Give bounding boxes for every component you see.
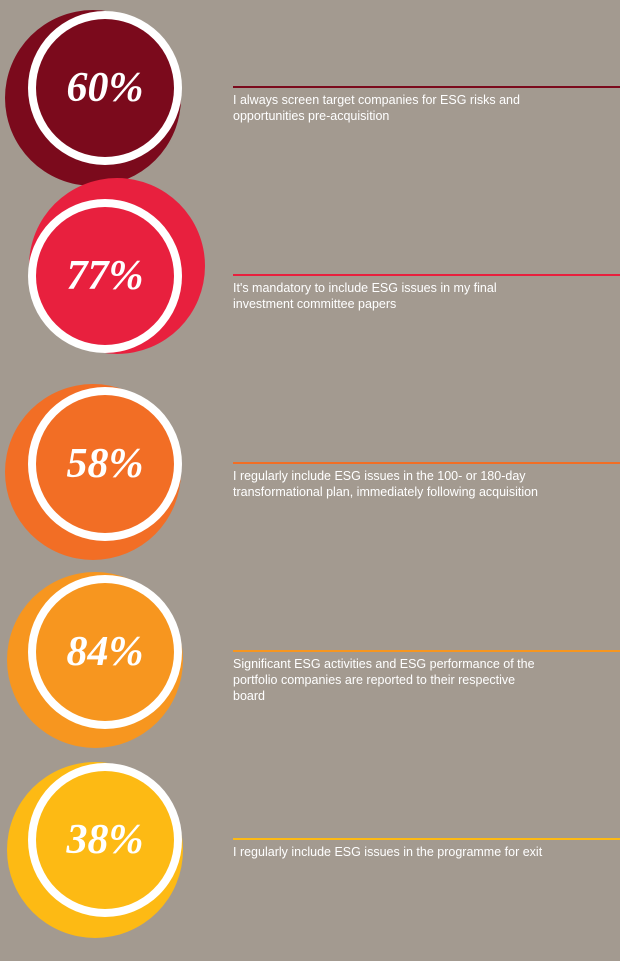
statement: I regularly include ESG issues in the pr… [233,844,542,860]
statement-line: I regularly include ESG issues in the pr… [233,845,543,859]
rule [233,462,620,464]
statement-line: portfolio companies are reported to thei… [233,673,516,687]
percent: 38% [66,817,144,863]
badge [36,19,174,157]
statement-line: Significant ESG activities and ESG perfo… [233,657,535,671]
badge [36,771,174,909]
percent: 58% [67,441,144,487]
statement-line: opportunities pre-acquisition [233,109,390,123]
statement-line: I regularly include ESG issues in the 10… [233,469,526,483]
rule [233,274,620,276]
statement: I always screen target companies for ESG… [233,92,520,124]
rule [233,650,620,652]
statement-line: investment committee papers [233,297,397,311]
rule [233,838,620,840]
statement-line: board [233,689,265,703]
statement-line: It's mandatory to include ESG issues in … [233,281,497,295]
statement: It's mandatory to include ESG issues in … [233,280,497,312]
percent: 60% [67,65,144,111]
rule [233,86,620,88]
statement: I regularly include ESG issues in the 10… [233,468,538,500]
percent: 77% [67,253,144,299]
badge [36,583,174,721]
badge [36,207,174,345]
statement: Significant ESG activities and ESG perfo… [233,656,535,704]
statement-line: transformational plan, immediately follo… [233,485,539,499]
statement-line: I always screen target companies for ESG… [233,93,520,107]
badge [36,395,174,533]
percent: 84% [67,629,144,675]
